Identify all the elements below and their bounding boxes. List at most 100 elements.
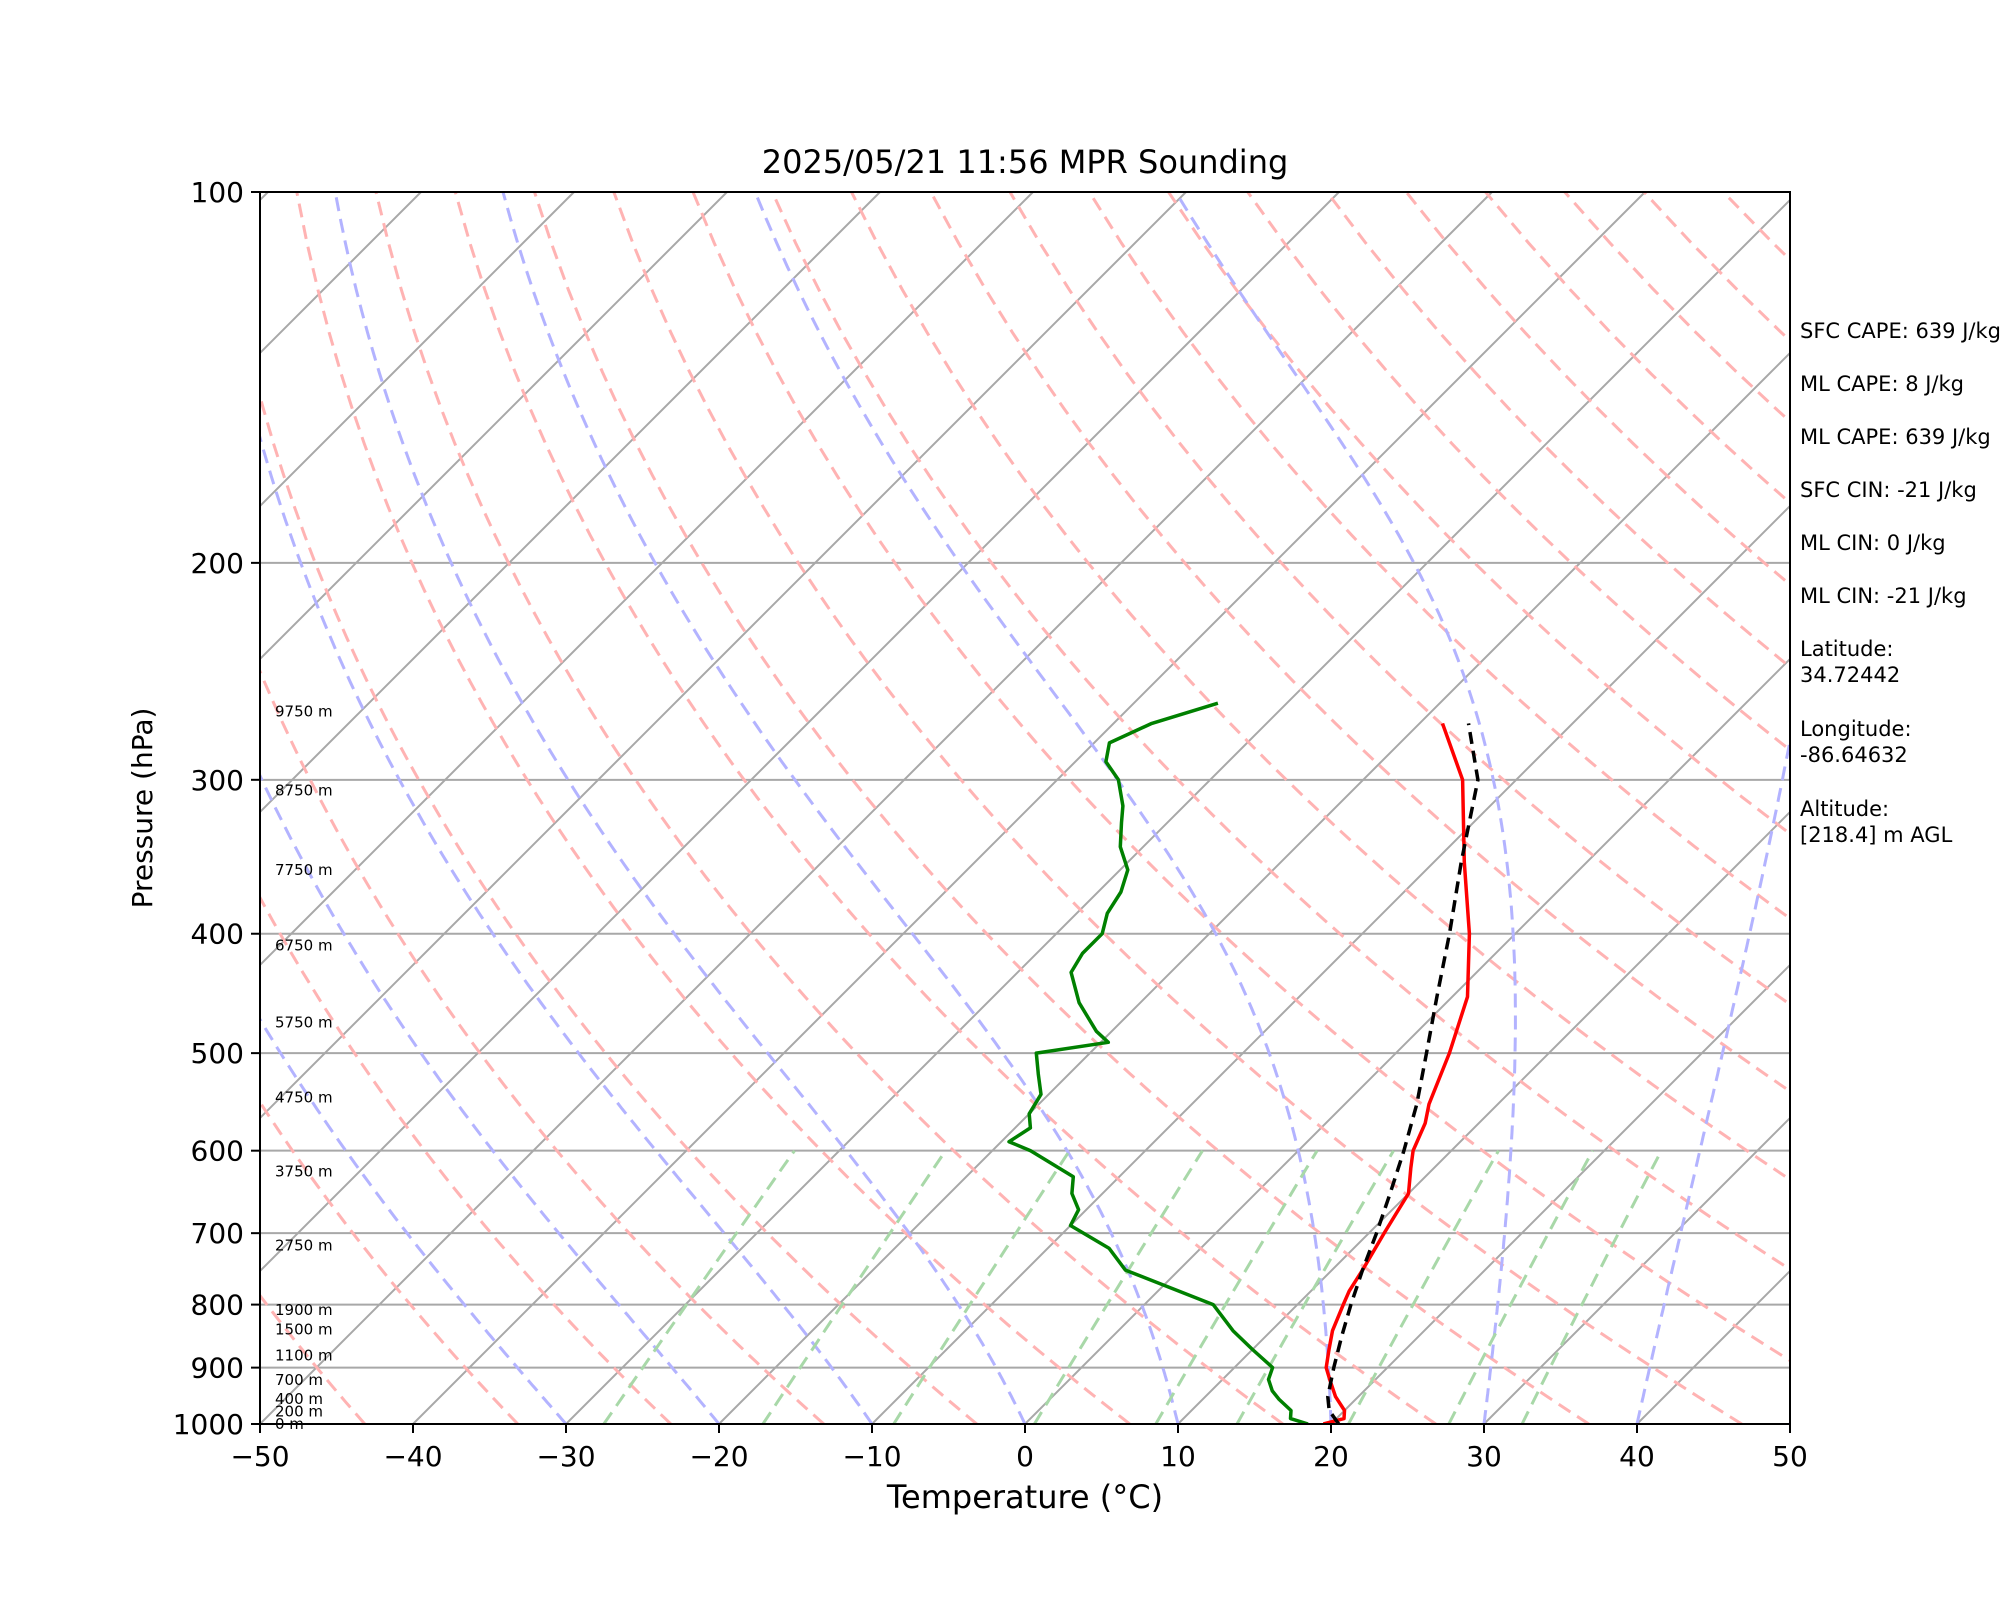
isotherm-line bbox=[0, 192, 115, 1424]
annotation-altitude: Altitude: [218.4] m AGL bbox=[1800, 797, 1953, 847]
mixing-ratio-line bbox=[1154, 1149, 1319, 1424]
height-label: 200 m bbox=[275, 1403, 323, 1421]
isotherm-line bbox=[260, 192, 1034, 967]
height-label: 7750 m bbox=[275, 861, 333, 879]
y-tick-label: 400 bbox=[191, 918, 244, 951]
moist-adiabat-line bbox=[501, 192, 1180, 1424]
dry-adiabat-line bbox=[533, 192, 1590, 1424]
dry-adiabat-line bbox=[1961, 192, 2000, 1424]
height-label: 5750 m bbox=[275, 1013, 333, 1031]
dry-adiabat-line bbox=[929, 192, 1790, 1094]
dry-adiabat-line bbox=[691, 192, 1790, 1363]
x-tick-label: 10 bbox=[1160, 1440, 1196, 1473]
height-label: 9750 m bbox=[275, 702, 333, 720]
dry-adiabat-line bbox=[260, 390, 978, 1424]
isotherm-line bbox=[260, 192, 1493, 1424]
x-tick-label: 40 bbox=[1619, 1440, 1655, 1473]
dry-adiabat-line bbox=[260, 1293, 366, 1424]
height-label: 8750 m bbox=[275, 781, 333, 799]
height-label: 4750 m bbox=[275, 1088, 333, 1106]
annotation-latitude: Latitude: 34.72442 bbox=[1800, 637, 1900, 687]
height-label: 2750 m bbox=[275, 1236, 333, 1254]
x-tick-label: 20 bbox=[1313, 1440, 1349, 1473]
y-axis-label: Pressure (hPa) bbox=[126, 708, 159, 909]
x-tick-label: −10 bbox=[842, 1440, 901, 1473]
x-tick-label: −50 bbox=[230, 1440, 289, 1473]
height-label: 1500 m bbox=[275, 1320, 333, 1338]
y-tick-label: 500 bbox=[191, 1037, 244, 1070]
isotherm-line bbox=[260, 192, 575, 508]
height-label: 400 m bbox=[275, 1390, 323, 1408]
axes: −50 −40 −30 −20 −10 0 10 20 30 40 50 100 200 300 400 50… bbox=[173, 176, 1808, 1473]
mixing-ratio-line bbox=[1235, 1149, 1395, 1424]
height-label: 3750 m bbox=[275, 1163, 333, 1181]
height-label: 700 m bbox=[275, 1371, 323, 1389]
isotherm-line bbox=[260, 192, 1187, 1120]
dry-adiabat-line bbox=[260, 894, 672, 1424]
y-tick-label: 300 bbox=[191, 764, 244, 797]
annotation-longitude: Longitude: -86.64632 bbox=[1800, 717, 1912, 767]
annotation-ml_cin_2: ML CIN: -21 J/kg bbox=[1800, 584, 1967, 608]
height-label: 1900 m bbox=[275, 1301, 333, 1319]
plot-frame bbox=[259, 191, 1791, 1425]
isotherm-line bbox=[1330, 963, 1790, 1424]
y-tick-label: 800 bbox=[191, 1289, 244, 1322]
height-label: 0 m bbox=[275, 1415, 304, 1433]
x-tick-label: 50 bbox=[1772, 1440, 1808, 1473]
isotherm-line bbox=[1483, 1116, 1790, 1424]
mixing-ratio-line bbox=[761, 1149, 947, 1424]
isotherm-line bbox=[871, 504, 1790, 1424]
mixing-ratio-line bbox=[602, 1149, 796, 1424]
y-tick-label: 600 bbox=[191, 1135, 244, 1168]
x-tick-label: −30 bbox=[536, 1440, 595, 1473]
moist-adiabat-line bbox=[1174, 192, 1517, 1424]
moist-adiabat-line bbox=[260, 432, 874, 1424]
mixing-ratio-line bbox=[1033, 1149, 1204, 1424]
height-label: 6750 m bbox=[275, 937, 333, 955]
isotherm-line bbox=[1177, 810, 1790, 1424]
dry-adiabat-line bbox=[0, 192, 59, 1424]
x-tick-label: −20 bbox=[689, 1440, 748, 1473]
annotation-sfc_cin: SFC CIN: -21 J/kg bbox=[1800, 478, 1977, 502]
y-tick-label: 200 bbox=[191, 547, 244, 580]
dry-adiabat-line bbox=[770, 192, 1790, 1272]
dry-adiabat-line bbox=[260, 1099, 519, 1424]
moist-adiabat-line bbox=[1635, 732, 1790, 1424]
mixing-ratio-line bbox=[1520, 1150, 1663, 1424]
moist-adiabat-line bbox=[260, 772, 721, 1424]
moist-adiabat-line bbox=[333, 192, 1027, 1424]
x-axis-label: Temperature (°C) bbox=[886, 1478, 1163, 1516]
moist-adiabat-line bbox=[260, 1016, 568, 1424]
annotation-panel: SFC CAPE: 639 J/kg ML CAPE: 8 J/kg ML CAPE… bbox=[1800, 319, 2000, 847]
mixing-ratio-line bbox=[892, 1149, 1071, 1424]
dry-adiabat-line bbox=[295, 192, 1131, 1424]
data-series bbox=[1007, 701, 1480, 1424]
dry-adiabat-line bbox=[260, 667, 825, 1424]
isotherm-line bbox=[565, 198, 1790, 1424]
mixing-ratio-line bbox=[1347, 1149, 1500, 1424]
annotation-ml_cin_1: ML CIN: 0 J/kg bbox=[1800, 531, 1946, 555]
x-tick-label: −40 bbox=[383, 1440, 442, 1473]
y-tick-label: 1000 bbox=[173, 1408, 244, 1441]
isotherm-line bbox=[1024, 657, 1790, 1424]
mixing-ratio-line bbox=[1447, 1149, 1595, 1424]
x-tick-label: 0 bbox=[1016, 1440, 1034, 1473]
height-label: 1100 m bbox=[275, 1347, 333, 1365]
annotation-ml_cape_2: ML CAPE: 639 J/kg bbox=[1800, 425, 1991, 449]
isotherm-line bbox=[718, 351, 1790, 1424]
isotherm-line bbox=[412, 192, 1646, 1424]
dry-adiabat-line bbox=[850, 192, 1790, 1182]
annotation-sfc_cape: SFC CAPE: 639 J/kg bbox=[1800, 319, 2000, 343]
x-tick-label: 30 bbox=[1466, 1440, 1502, 1473]
dry-adiabat-line bbox=[453, 192, 1437, 1424]
dry-adiabat-line bbox=[612, 192, 1743, 1424]
y-tick-label: 700 bbox=[191, 1217, 244, 1250]
annotation-ml_cape_1: ML CAPE: 8 J/kg bbox=[1800, 372, 1964, 396]
y-tick-label: 100 bbox=[191, 176, 244, 209]
chart-title: 2025/05/21 11:56 MPR Sounding bbox=[762, 143, 1289, 181]
isotherm-line bbox=[260, 192, 881, 814]
parcel-line bbox=[1326, 723, 1480, 1424]
isotherm-line bbox=[260, 192, 728, 661]
